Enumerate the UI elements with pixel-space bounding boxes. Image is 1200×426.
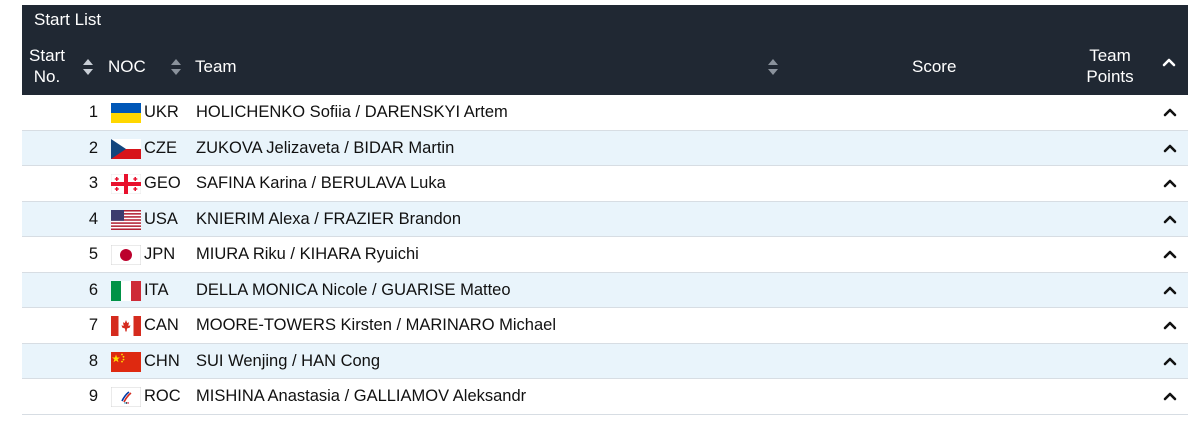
flag-canada-icon	[111, 316, 141, 336]
flag-roc-icon	[111, 387, 141, 407]
table-row[interactable]: 2 CZE ZUKOVA Jelizaveta / BIDAR Martin	[22, 130, 1188, 166]
start-number: 2	[88, 138, 98, 157]
chevron-up-icon[interactable]	[1162, 57, 1176, 67]
noc-code: JPN	[144, 245, 176, 263]
team-name: DELLA MONICA Nicole / GUARISE Matteo	[196, 280, 511, 299]
team-name: SUI Wenjing / HAN Cong	[196, 351, 381, 370]
flag-japan-icon	[111, 245, 141, 265]
start-number: 5	[88, 245, 98, 263]
team-name: KNIERIM Alexa / FRAZIER Brandon	[196, 209, 462, 228]
table-row[interactable]: 8 CHN SUI Wenjing / HAN Cong	[22, 343, 1188, 379]
chevron-up-icon[interactable]	[1163, 107, 1177, 117]
team-name: ZUKOVA Jelizaveta / BIDAR Martin	[196, 138, 455, 157]
noc-code: GEO	[144, 174, 181, 192]
team-name: MOORE-TOWERS Kirsten / MARINARO Michael	[196, 316, 556, 334]
noc-code: CHN	[144, 351, 180, 370]
table-title-bar: Start List	[22, 5, 1188, 37]
flag-ukraine-icon	[111, 103, 141, 123]
table-header: Start No. NOC Team Score Team Points	[22, 37, 1188, 95]
header-noc[interactable]: NOC	[108, 57, 146, 76]
table-body: 1 UKR HOLICHENKO Sofiia / DARENSKYI Arte…	[22, 95, 1188, 415]
header-score[interactable]: Score	[912, 57, 957, 76]
start-number: 9	[88, 387, 98, 405]
chevron-up-icon[interactable]	[1163, 391, 1177, 401]
table-row[interactable]: 3 GEO SAFINA Karina / BERULAVA Luka	[22, 166, 1188, 202]
sort-icon[interactable]	[170, 58, 182, 76]
flag-usa-icon	[111, 209, 141, 230]
header-team[interactable]: Team	[195, 57, 237, 76]
chevron-up-icon[interactable]	[1163, 178, 1177, 188]
chevron-up-icon[interactable]	[1163, 285, 1177, 295]
team-name: MIURA Riku / KIHARA Ryuichi	[196, 245, 419, 263]
chevron-up-icon[interactable]	[1163, 249, 1177, 259]
table-row[interactable]: 1 UKR HOLICHENKO Sofiia / DARENSKYI Arte…	[22, 95, 1188, 131]
sort-icon[interactable]	[767, 58, 779, 76]
team-name: MISHINA Anastasia / GALLIAMOV Aleksandr	[196, 387, 527, 405]
start-number: 7	[88, 316, 98, 334]
start-list-table: Start List Start No. NOC Team Score Team…	[22, 5, 1188, 415]
start-number: 3	[88, 174, 98, 192]
table-row[interactable]: 5 JPN MIURA Riku / KIHARA Ryuichi	[22, 237, 1188, 273]
sort-icon[interactable]	[82, 58, 94, 76]
chevron-up-icon[interactable]	[1163, 320, 1177, 330]
noc-code: CAN	[144, 316, 179, 334]
start-number: 6	[88, 280, 98, 299]
header-start-no-line2: No.	[33, 67, 61, 86]
flag-china-icon	[111, 351, 141, 372]
table-row[interactable]: 4 USA KNIERIM Alexa / FRAZIER Brandon	[22, 201, 1188, 237]
team-name: HOLICHENKO Sofiia / DARENSKYI Artem	[196, 103, 508, 121]
start-number: 8	[88, 351, 98, 370]
noc-code: ITA	[144, 280, 169, 299]
flag-czechia-icon	[111, 138, 141, 159]
chevron-up-icon[interactable]	[1163, 214, 1177, 224]
header-team-points-line2: Points	[1086, 67, 1134, 86]
team-name: SAFINA Karina / BERULAVA Luka	[196, 174, 446, 192]
header-team-points[interactable]: Team Points	[1080, 45, 1140, 87]
flag-italy-icon	[111, 280, 141, 301]
noc-code: CZE	[144, 138, 177, 157]
noc-code: USA	[144, 209, 178, 228]
header-start-no-line1: Start	[29, 46, 65, 65]
table-title: Start List	[34, 10, 102, 29]
table-row[interactable]: 6 ITA DELLA MONICA Nicole / GUARISE Matt…	[22, 272, 1188, 308]
noc-code: ROC	[144, 387, 181, 405]
flag-georgia-icon	[111, 174, 141, 194]
noc-code: UKR	[144, 103, 179, 121]
header-start-no[interactable]: Start No.	[26, 45, 68, 87]
table-row[interactable]: 7 CAN MOORE-TOWERS Kirsten / MARINARO Mi…	[22, 308, 1188, 344]
header-team-points-line1: Team	[1089, 46, 1131, 65]
chevron-up-icon[interactable]	[1163, 356, 1177, 366]
start-number: 1	[88, 103, 98, 121]
chevron-up-icon[interactable]	[1163, 143, 1177, 153]
start-number: 4	[88, 209, 98, 228]
table-row[interactable]: 9 ROC MISHINA Anastasia / GALLIAMOV Alek…	[22, 379, 1188, 415]
